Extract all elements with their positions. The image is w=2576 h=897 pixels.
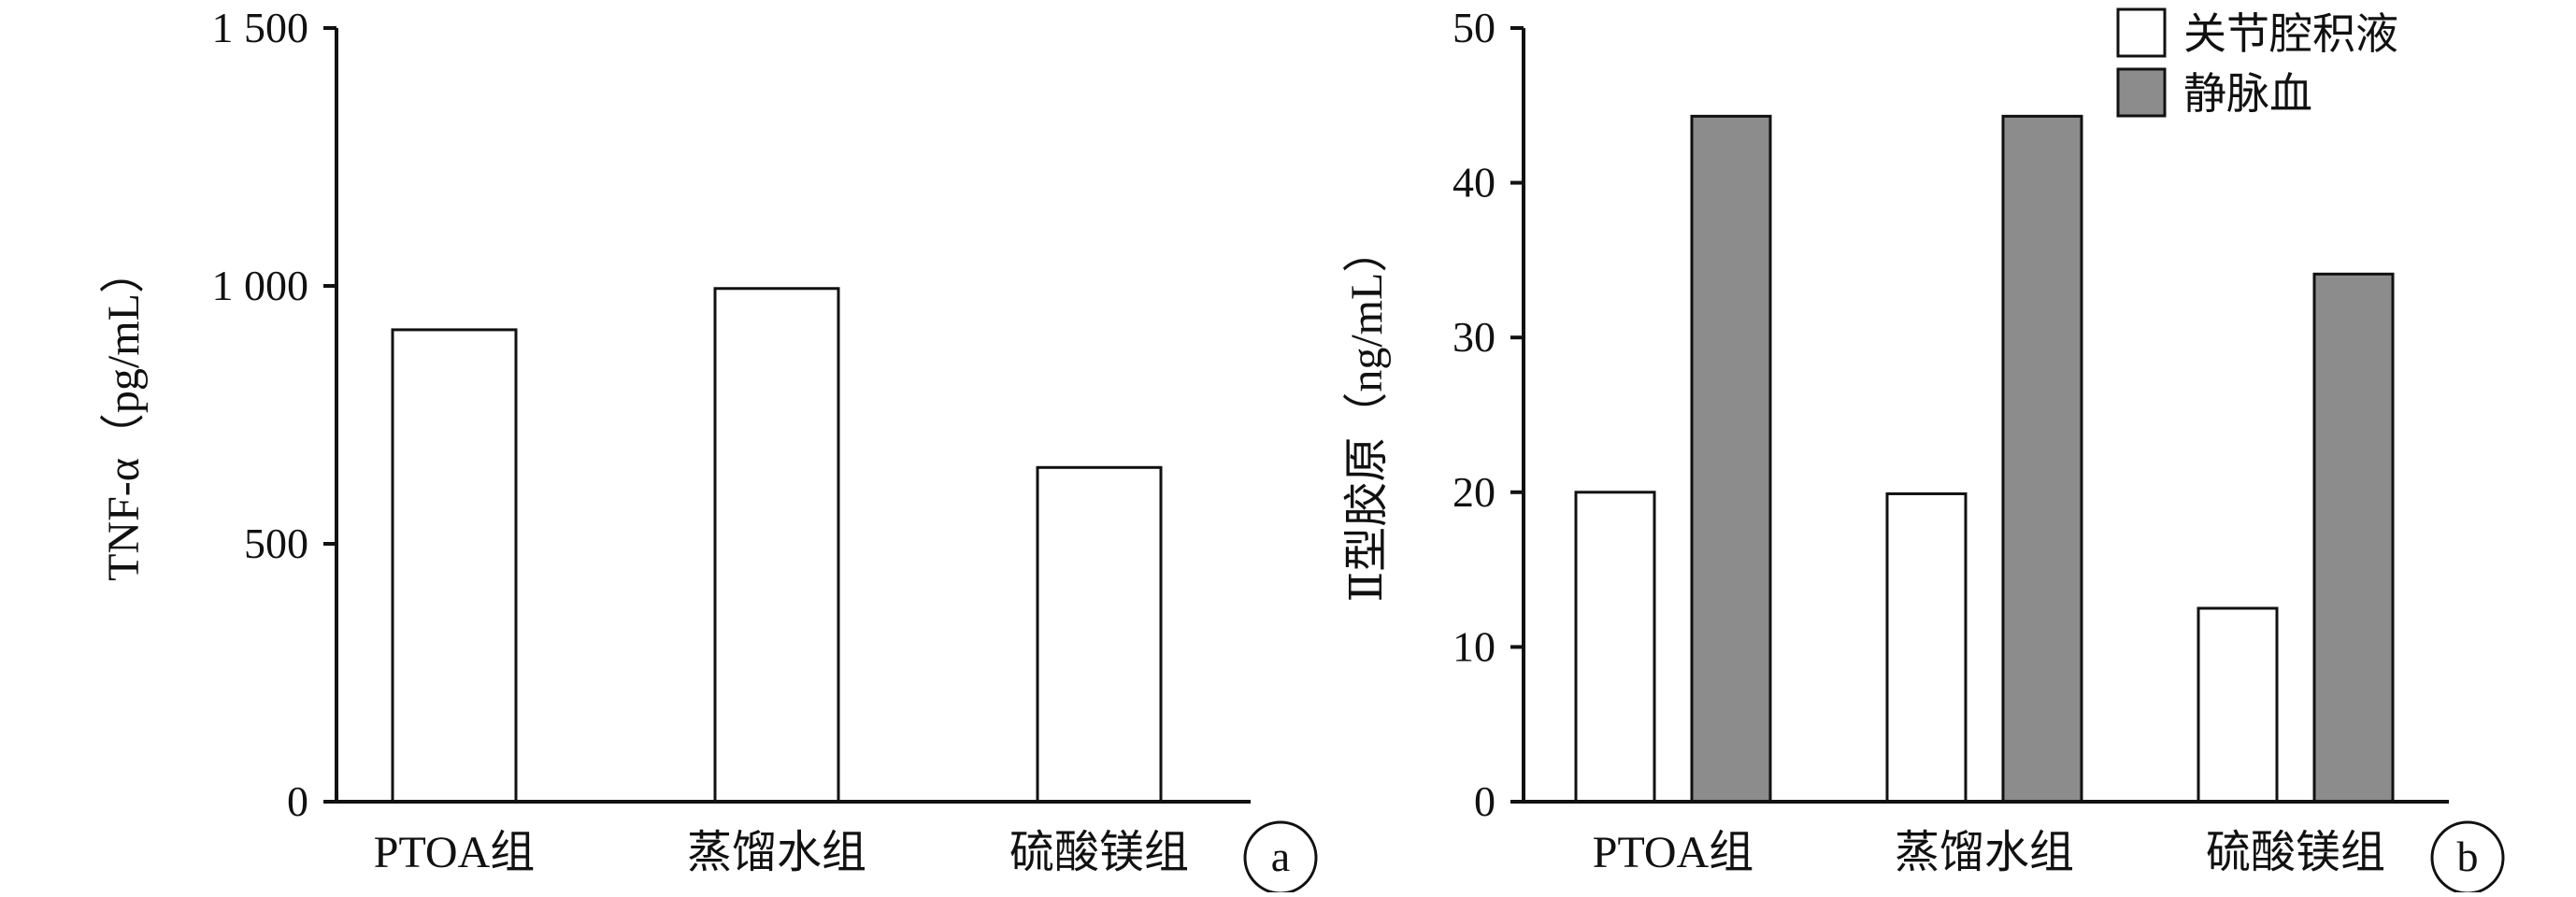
panel-a-bars xyxy=(391,287,1163,804)
category-label: PTOA组 xyxy=(374,828,535,877)
bar xyxy=(2312,272,2395,804)
category-label: 蒸馏水组 xyxy=(687,828,866,877)
legend-swatch xyxy=(2116,67,2167,118)
y-tick-label: 50 xyxy=(1453,4,1496,51)
legend-label: 静脉血 xyxy=(2183,70,2312,118)
bar xyxy=(391,328,518,804)
bar xyxy=(713,287,840,804)
bar xyxy=(2197,606,2279,804)
y-tick-label: 1 500 xyxy=(212,4,309,51)
legend-swatch xyxy=(2116,7,2167,58)
y-tick-label: 20 xyxy=(1453,468,1496,516)
panel-a-y-axis-label: TNF-α（pg/mL） xyxy=(99,249,149,581)
panel-a: 0 500 1 000 1 500 PTOA组 蒸馏水组 硫酸镁组 TNF-α（pg/mL… xyxy=(99,4,1318,895)
category-label: PTOA组 xyxy=(1593,828,1753,877)
y-tick-label: 40 xyxy=(1453,159,1496,206)
bar xyxy=(1690,114,1772,804)
panel-b: 0 10 20 30 40 50 PTOA组 蒸馏水组 硫酸镁组 Ⅱ型胶原（ng/mL） 关节… xyxy=(1342,4,2505,895)
bar xyxy=(1036,465,1163,804)
legend-label: 关节腔积液 xyxy=(2183,10,2398,58)
bar xyxy=(1574,491,1656,804)
y-tick-label: 0 xyxy=(287,777,308,825)
y-tick-label: 500 xyxy=(244,520,308,567)
category-label: 硫酸镁组 xyxy=(1009,828,1189,877)
panel-b-y-axis-label: Ⅱ型胶原（ng/mL） xyxy=(1342,228,1392,603)
panel-b-categories: PTOA组 蒸馏水组 硫酸镁组 xyxy=(1593,828,2385,877)
panel-a-y-ticks: 0 500 1 000 1 500 xyxy=(212,4,336,825)
panel-b-y-ticks: 0 10 20 30 40 50 xyxy=(1453,4,1524,825)
bar xyxy=(1885,491,1968,804)
y-tick-label: 30 xyxy=(1453,313,1496,361)
bar xyxy=(2001,114,2083,804)
panel-b-label: b xyxy=(2457,833,2479,880)
y-tick-label: 10 xyxy=(1453,622,1496,670)
y-tick-label: 0 xyxy=(1474,777,1496,825)
panel-b-bars xyxy=(1574,114,2395,804)
panel-a-label: a xyxy=(1271,833,1290,880)
y-tick-label: 1 000 xyxy=(212,262,309,309)
panel-a-categories: PTOA组 蒸馏水组 硫酸镁组 xyxy=(374,828,1189,877)
category-label: 蒸馏水组 xyxy=(1895,828,2074,877)
category-label: 硫酸镁组 xyxy=(2206,828,2385,877)
